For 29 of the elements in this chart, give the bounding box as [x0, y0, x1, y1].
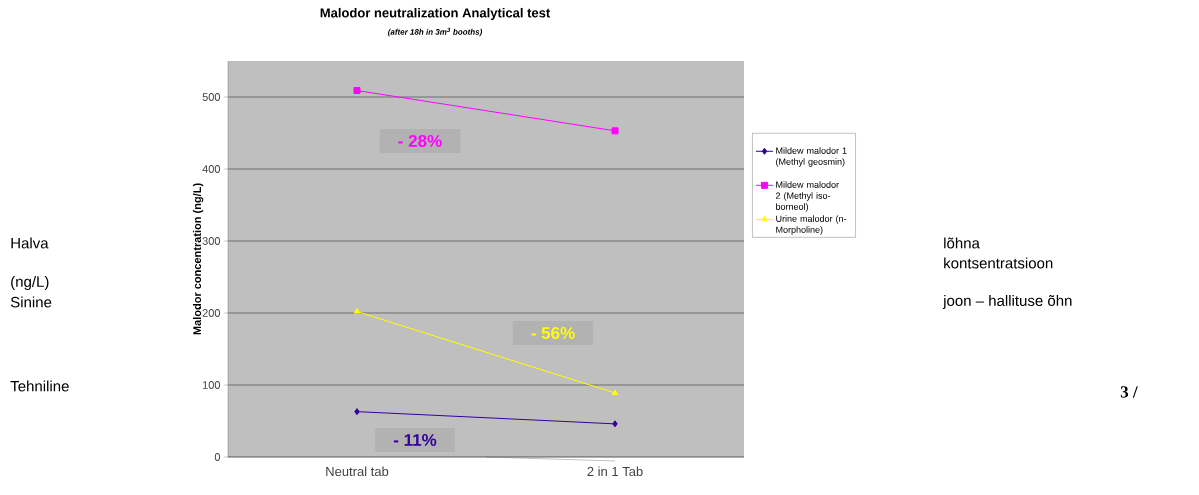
annotation: - 28%	[398, 134, 442, 148]
point	[612, 420, 618, 428]
y-tick-label: 400	[202, 165, 221, 173]
text: kontsentratsioon	[944, 257, 1053, 269]
point	[353, 87, 361, 95]
y-tick-label: 500	[202, 93, 221, 101]
text: Sinine	[10, 296, 52, 308]
chart-title: Malodor neutralization Analytical test	[320, 7, 551, 21]
legend-label: Mildew malodor 1 (Methyl geosmin)	[776, 147, 847, 167]
text: Tehniline	[10, 380, 69, 392]
y-axis-title: Malodor concentration (ng/L)	[192, 183, 204, 335]
point	[354, 408, 360, 416]
y-tick-label: 200	[202, 309, 221, 317]
text: 3 /	[1120, 386, 1138, 398]
text: Halva	[11, 237, 49, 249]
x-tick-label: Neutral tab	[326, 466, 389, 477]
text: lõhna	[944, 237, 980, 249]
text: (ng/L)	[11, 276, 49, 290]
chart-subtitle: (after 18h in 3m$^{3}$ booths)	[388, 27, 483, 37]
y-tick-label: 300	[202, 237, 221, 245]
annotation: - 11%	[393, 434, 437, 446]
y-tick-label: 0	[214, 453, 221, 461]
annotation: - 56%	[531, 326, 575, 340]
legend-label: Urine malodor (n-Morpholine)	[776, 215, 847, 235]
text: joon – hallituse õhn	[942, 295, 1072, 309]
x-tick-label: 2 in 1 Tab	[587, 466, 643, 477]
y-tick-label: 100	[202, 381, 221, 389]
legend-label: Mildew malodor 2 (Methyl iso-borneol)	[775, 181, 839, 212]
point	[611, 127, 619, 135]
